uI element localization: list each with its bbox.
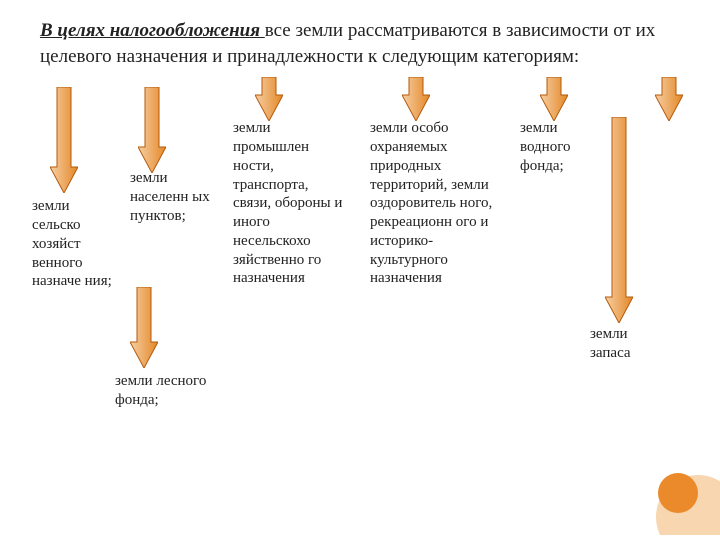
label-0: земли сельско хозяйст венного назначе ни…	[32, 197, 112, 291]
arrow-7	[655, 77, 683, 121]
label-1: земли населенн ых пунктов;	[130, 169, 220, 225]
arrow-3	[255, 77, 283, 121]
arrow-6	[605, 117, 633, 323]
diagram-area: земли сельско хозяйст венного назначе ни…	[0, 77, 720, 477]
arrow-0	[50, 87, 78, 193]
arrow-2	[130, 287, 158, 368]
label-4: земли особо охраняемых природных террито…	[370, 119, 495, 288]
label-6: земли запаса	[590, 325, 660, 363]
header-text: В целях налогообложения все земли рассма…	[0, 0, 720, 77]
arrow-5	[540, 77, 568, 121]
corner-circles	[630, 445, 720, 540]
circle-inner	[658, 473, 698, 513]
label-5: земли водного фонда;	[520, 119, 600, 175]
arrow-1	[138, 87, 166, 173]
arrow-4	[402, 77, 430, 121]
header-underlined: В целях налогообложения	[40, 20, 265, 41]
label-3: земли промышлен ности, транспорта, связи…	[233, 119, 343, 288]
label-2: земли лесного фонда;	[115, 372, 235, 410]
